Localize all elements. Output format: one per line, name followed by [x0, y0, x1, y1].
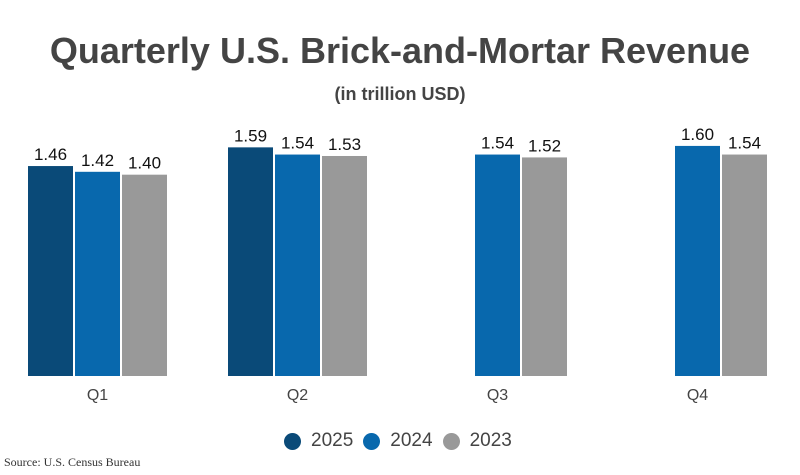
bar-Q2-2025 — [228, 147, 273, 376]
data-label-Q1-2023: 1.40 — [128, 154, 161, 173]
legend-label: 2023 — [469, 430, 512, 451]
chart-subtitle: (in trillion USD) — [334, 84, 466, 104]
data-label-Q2-2025: 1.59 — [234, 126, 267, 145]
bar-Q4-2023 — [722, 154, 767, 376]
bar-Q1-2025 — [28, 166, 73, 376]
legend: 2025 2024 2023 — [284, 430, 512, 452]
data-label-Q3-2024: 1.54 — [481, 134, 514, 153]
data-label-Q1-2025: 1.46 — [34, 145, 67, 164]
x-tick-label-Q1: Q1 — [87, 387, 108, 404]
bar-Q1-2023 — [122, 174, 167, 376]
data-label-Q4-2023: 1.54 — [728, 134, 761, 153]
chart-title: Quarterly U.S. Brick-and-Mortar Revenue — [49, 30, 751, 71]
data-label-Q1-2024: 1.42 — [81, 151, 114, 170]
legend-dot-icon — [442, 432, 460, 450]
legend-item-2024: 2024 — [363, 430, 433, 452]
x-tick-label-Q2: Q2 — [287, 387, 308, 404]
bar-Q4-2024 — [675, 145, 720, 376]
x-tick-label-Q3: Q3 — [487, 387, 508, 404]
source-note: Source: U.S. Census Bureau — [4, 455, 141, 469]
legend-dot-icon — [284, 432, 301, 450]
data-label-Q2-2024: 1.54 — [281, 134, 314, 153]
bar-Q1-2024 — [75, 171, 120, 376]
bar-Q3-2023 — [522, 157, 567, 376]
data-label-Q3-2023: 1.52 — [528, 136, 561, 155]
legend-dot-icon — [363, 432, 381, 450]
data-label-Q4-2024: 1.60 — [681, 125, 714, 144]
legend-label: 2025 — [311, 430, 354, 451]
legend-item-2025: 2025 — [284, 430, 353, 452]
bar-Q3-2024 — [475, 154, 520, 376]
bar-Q2-2024 — [275, 154, 320, 376]
data-label-Q2-2023: 1.53 — [328, 135, 361, 154]
legend-label: 2024 — [390, 430, 433, 451]
legend-item-2023: 2023 — [442, 430, 512, 452]
bar-Q2-2023 — [322, 155, 367, 376]
x-tick-label-Q4: Q4 — [687, 387, 708, 404]
